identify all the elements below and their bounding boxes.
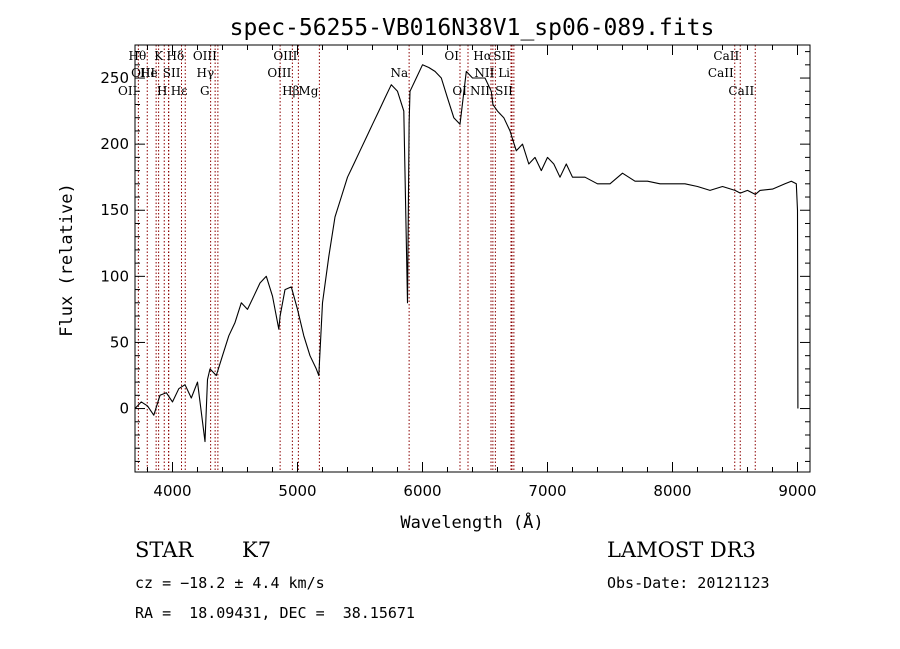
marker-label: SII <box>495 84 513 98</box>
marker-label: Hα <box>473 49 492 63</box>
x-tick-label: 9000 <box>778 482 816 500</box>
y-tick-label: 200 <box>100 135 129 153</box>
object-subclass: K7 <box>242 538 272 562</box>
x-axis-label: Wavelength (Å) <box>400 511 543 533</box>
marker-label: H <box>157 84 167 98</box>
plot-frame <box>134 44 811 473</box>
marker-label: Hγ <box>196 66 214 80</box>
coordinates-text: RA = 18.09431, DEC = 38.15671 <box>135 604 415 622</box>
y-tick-label: 50 <box>110 333 129 351</box>
x-tick-label: 4000 <box>153 482 191 500</box>
marker-label: Mg <box>298 84 318 98</box>
spectrum-line <box>134 64 799 443</box>
object-class: STAR <box>135 538 194 562</box>
marker-label: NII <box>474 66 494 80</box>
y-tick-label: 150 <box>100 201 129 219</box>
marker-label: NII <box>470 84 490 98</box>
marker-label: CaII <box>728 84 754 98</box>
x-tick-label: 6000 <box>403 482 441 500</box>
x-axis-ticks: 4000 5000 6000 7000 8000 9000 <box>147 45 817 500</box>
marker-label: OIII <box>131 66 155 80</box>
y-tick-label: 100 <box>100 267 129 285</box>
marker-label: OIII <box>267 66 291 80</box>
y-axis-label: Flux (relative) <box>57 183 77 337</box>
redshift-text: cz = −18.2 ± 4.4 km/s <box>135 574 325 592</box>
marker-label: SII <box>493 49 511 63</box>
survey-label: LAMOST DR3 <box>607 538 756 562</box>
marker-label: OIII <box>193 49 217 63</box>
y-axis-ticks: 0 50 100 150 200 250 <box>100 51 810 462</box>
marker-label: Hδ <box>167 49 185 63</box>
chart-title: spec-56255-VB016N38V1_sp06-089.fits <box>230 15 715 41</box>
marker-label: OI <box>444 49 459 63</box>
obs-date-text: Obs-Date: 20121123 <box>607 574 770 592</box>
marker-label: CaII <box>708 66 734 80</box>
y-tick-label: 250 <box>100 69 129 87</box>
marker-label: Hβ <box>282 84 299 98</box>
marker-label: OII <box>118 84 138 98</box>
marker-label: Hθ <box>129 49 147 63</box>
marker-label: SII <box>163 66 181 80</box>
spectrum-series <box>134 64 799 443</box>
marker-label: He <box>140 66 158 80</box>
x-tick-label: 5000 <box>278 482 316 500</box>
marker-label: G <box>200 84 210 98</box>
x-tick-label: 7000 <box>528 482 566 500</box>
x-tick-label: 8000 <box>653 482 691 500</box>
marker-label: Hε <box>171 84 188 98</box>
marker-label: Na <box>390 66 408 80</box>
marker-label: OIII <box>273 49 297 63</box>
marker-label: K <box>154 49 164 63</box>
y-tick-label: 0 <box>119 400 129 418</box>
marker-label: Li <box>498 66 510 80</box>
marker-label: CaII <box>713 49 739 63</box>
